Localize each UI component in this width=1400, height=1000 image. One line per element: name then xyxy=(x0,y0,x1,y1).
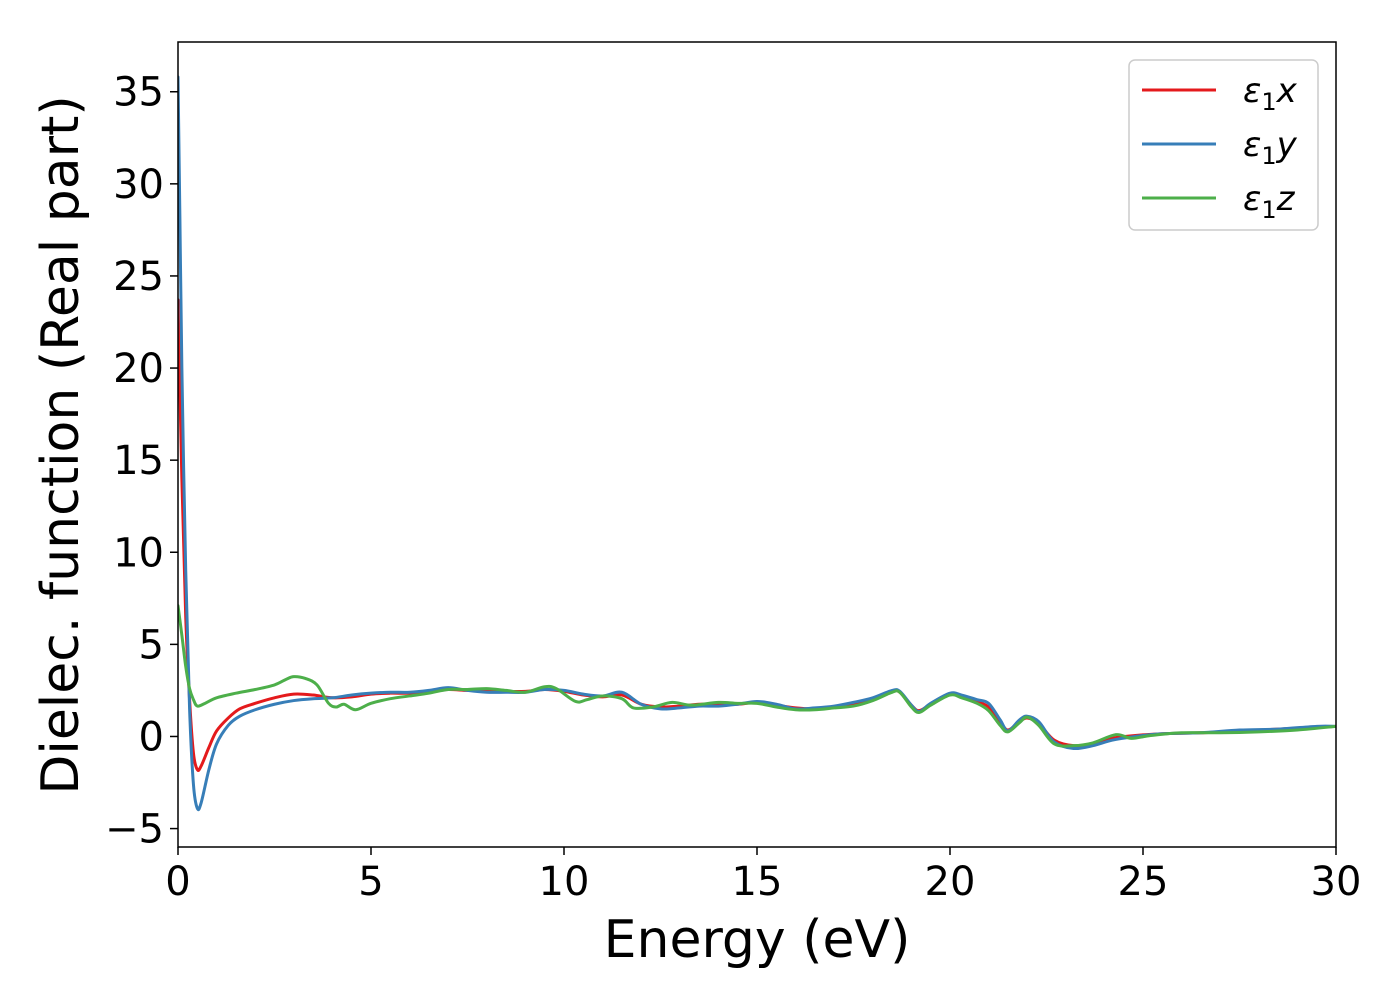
x-axis-label: Energy (eV) xyxy=(604,910,911,970)
legend: ε1x ε1y ε1z xyxy=(1128,59,1319,231)
y-tick-label: 30 xyxy=(113,162,164,208)
legend-label-x: ε1x xyxy=(1243,71,1298,116)
series-line-z xyxy=(178,604,1336,748)
legend-box xyxy=(1128,59,1319,231)
legend-label-y: ε1y xyxy=(1243,125,1298,170)
y-tick-label: 5 xyxy=(139,622,164,668)
x-tick-label: 30 xyxy=(1311,859,1362,905)
legend-entries: ε1x ε1y ε1z xyxy=(1142,71,1298,224)
y-tick-label: 20 xyxy=(113,346,164,392)
y-tick-label: −5 xyxy=(105,807,164,853)
x-tick-label: 0 xyxy=(165,859,190,905)
x-tick-label: 20 xyxy=(925,859,976,905)
plot-lines xyxy=(178,75,1336,812)
y-tick-label: 10 xyxy=(113,530,164,576)
x-tick-label: 10 xyxy=(539,859,590,905)
y-tick-label: 0 xyxy=(139,714,164,760)
x-tick-label: 15 xyxy=(732,859,783,905)
y-tick-label: 35 xyxy=(113,70,164,116)
x-tick-label: 5 xyxy=(358,859,383,905)
y-tick-label: 15 xyxy=(113,438,164,484)
y-axis-ticks: −5 0 5 10 15 20 25 30 35 xyxy=(105,70,178,853)
y-tick-label: 25 xyxy=(113,254,164,300)
y-axis-label: Dielec. function (Real part) xyxy=(31,95,91,794)
x-tick-label: 25 xyxy=(1118,859,1169,905)
x-axis-ticks: 0 5 10 15 20 25 30 xyxy=(165,847,1361,905)
legend-label-z: ε1z xyxy=(1243,179,1296,224)
